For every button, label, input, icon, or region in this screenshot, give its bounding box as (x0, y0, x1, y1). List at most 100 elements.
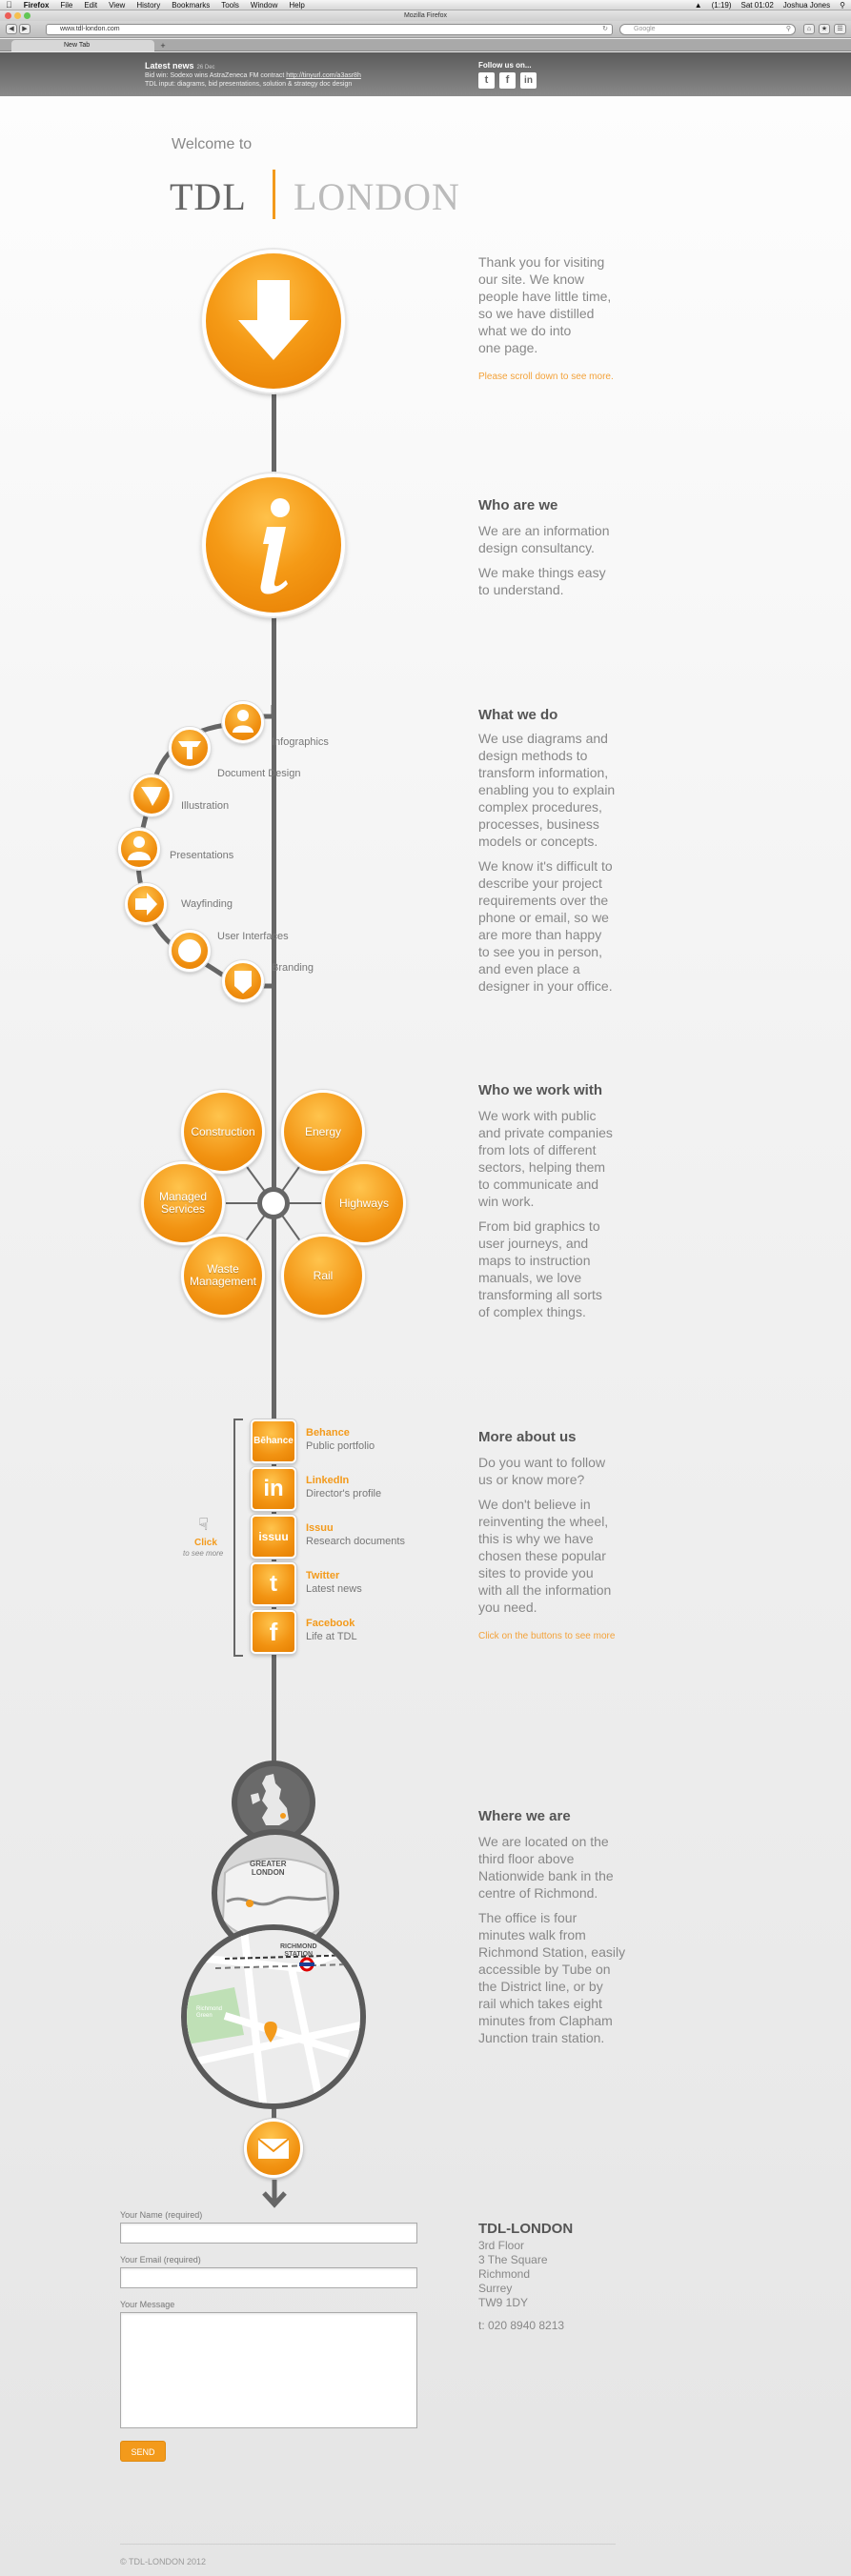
behance-link[interactable]: Behance (306, 1427, 350, 1439)
battery-status[interactable]: (1:19) (711, 1, 732, 10)
facebook-sub: Life at TDL (306, 1631, 357, 1642)
uk-map-icon (251, 1774, 289, 1825)
sector-energy[interactable]: Energy (281, 1090, 365, 1174)
service-label-presentations[interactable]: Presentations (170, 850, 234, 861)
menu-window[interactable]: Window (244, 0, 277, 10)
wayfinding-button[interactable] (125, 883, 167, 925)
presenter-icon (128, 836, 151, 860)
close-window-button[interactable] (5, 12, 11, 19)
contact-badge[interactable] (244, 2119, 303, 2178)
spotlight-icon[interactable]: ⚲ (840, 1, 845, 10)
company-phone[interactable]: t: 020 8940 8213 (478, 2319, 565, 2332)
facebook-link[interactable]: Facebook (306, 1618, 355, 1629)
links-bracket (233, 1419, 243, 1657)
back-button[interactable]: ◀ (6, 24, 17, 34)
more-about-us-heading: More about us (478, 1429, 577, 1445)
menu-edit[interactable]: Edit (77, 0, 97, 10)
logo-london: LONDON (294, 175, 460, 218)
park-label: Richmond Green (196, 2006, 223, 2019)
service-label-illustration[interactable]: Illustration (181, 800, 230, 812)
twitter-button[interactable]: t (251, 1562, 296, 1606)
service-label-user-interfaces[interactable]: User Interfaces (217, 931, 289, 942)
who-we-work-with-heading: Who we work with (478, 1082, 602, 1098)
minimize-window-button[interactable] (14, 12, 21, 19)
service-label-infographics[interactable]: Infographics (272, 736, 329, 748)
zoom-window-button[interactable] (24, 12, 30, 19)
bookmarks-icon[interactable]: ★ (819, 24, 830, 34)
linkedin-link[interactable]: LinkedIn (306, 1475, 350, 1486)
facebook-icon[interactable]: f (499, 72, 516, 89)
richmond-map-circle[interactable]: RICHMOND STATION Richmond Green (181, 1924, 366, 2109)
name-input[interactable] (120, 2223, 417, 2244)
service-label-branding[interactable]: Branding (272, 962, 314, 974)
footer-divider (120, 2544, 616, 2545)
sector-rail[interactable]: Rail (281, 1234, 365, 1318)
linkedin-icon[interactable]: in (520, 72, 537, 89)
issuu-button[interactable]: issuu (251, 1515, 296, 1559)
email-input[interactable] (120, 2267, 417, 2288)
company-name: TDL-LONDON (478, 2221, 574, 2237)
menu-help[interactable]: Help (282, 0, 304, 10)
forward-button[interactable]: ▶ (19, 24, 30, 34)
apple-icon[interactable]:  (6, 0, 12, 10)
linkedin-button[interactable]: in (251, 1467, 296, 1511)
home-icon[interactable]: ⌂ (803, 24, 815, 34)
wifi-icon[interactable]: ▲ (694, 1, 702, 10)
document-design-button[interactable] (169, 727, 211, 769)
who-we-are-heading: Who are we (478, 497, 558, 513)
tab-label: New Tab (64, 42, 91, 49)
more-about-us-p1: Do you want to follow us or know more? (478, 1455, 606, 1487)
who-we-are-p2: We make things easy to understand. (478, 565, 606, 597)
user-name[interactable]: Joshua Jones (782, 1, 831, 10)
news-link[interactable]: http://tinyurl.com/a3asr8h (286, 72, 361, 79)
url-text: www.tdl-london.com (60, 26, 120, 32)
clock[interactable]: Sat 01:02 (740, 1, 774, 10)
menu-history[interactable]: History (130, 0, 160, 10)
branding-button[interactable] (222, 960, 264, 1002)
what-we-do-heading: What we do (478, 707, 558, 723)
news-line-2: TDL input: diagrams, bid presentations, … (145, 81, 353, 88)
sector-construction[interactable]: Construction (181, 1090, 265, 1174)
document-icon (178, 741, 201, 759)
menu-file[interactable]: File (53, 0, 72, 10)
linkedin-icon: in (263, 1476, 284, 1501)
service-label-wayfinding[interactable]: Wayfinding (181, 898, 233, 910)
tab-bar: New Tab + (0, 39, 851, 51)
what-we-do-p2: We know it's difficult to describe your … (478, 858, 613, 994)
sector-managed-services[interactable]: Managed Services (141, 1161, 225, 1245)
search-icon[interactable]: ⚲ (785, 26, 791, 32)
menu-bookmarks[interactable]: Bookmarks (165, 0, 210, 10)
presentations-button[interactable] (118, 828, 160, 870)
info-badge (202, 473, 345, 616)
search-bar[interactable]: Google ⚲ (619, 24, 796, 35)
issuu-link[interactable]: Issuu (306, 1522, 334, 1534)
menu-tools[interactable]: Tools (214, 0, 239, 10)
send-button[interactable]: SEND (120, 2441, 166, 2462)
twitter-bird-icon: t (270, 1571, 277, 1597)
infographics-button[interactable] (222, 701, 264, 743)
menu-firefox[interactable]: Firefox (17, 0, 50, 10)
facebook-button[interactable]: f (251, 1610, 296, 1654)
search-engine-label: Google (634, 26, 656, 32)
click-sublabel: to see more (183, 1549, 224, 1558)
behance-button[interactable]: Bēhance (251, 1419, 296, 1463)
follow-us-label: Follow us on... (478, 61, 532, 70)
twitter-icon[interactable]: t (478, 72, 495, 89)
user-interfaces-button[interactable] (169, 930, 211, 972)
menu-view[interactable]: View (102, 0, 125, 10)
illustration-button[interactable] (131, 775, 172, 816)
twitter-link[interactable]: Twitter (306, 1570, 340, 1581)
where-we-are-p2: The office is four minutes walk from Ric… (478, 1910, 626, 2045)
reload-icon[interactable]: ↻ (602, 26, 608, 32)
message-textarea[interactable] (120, 2312, 417, 2428)
sector-waste-management[interactable]: Waste Management (181, 1234, 265, 1318)
url-bar[interactable]: www.tdl-london.com ↻ (46, 24, 613, 35)
menu-icon[interactable]: ☰ (834, 24, 846, 34)
sector-highways[interactable]: Highways (322, 1161, 406, 1245)
tab-new-tab[interactable]: New Tab (11, 40, 154, 51)
scroll-hint[interactable]: Please scroll down to see more. (478, 372, 614, 382)
scroll-down-badge[interactable] (202, 250, 345, 392)
service-label-document-design[interactable]: Document Design (217, 768, 301, 779)
message-label: Your Message (120, 2300, 175, 2309)
new-tab-button[interactable]: + (160, 41, 166, 50)
